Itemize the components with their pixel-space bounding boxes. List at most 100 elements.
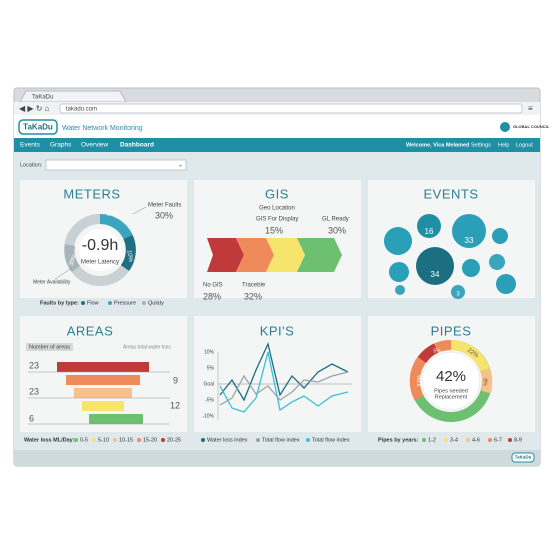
address-bar[interactable] xyxy=(59,103,523,114)
legend-item: 5-10 xyxy=(98,437,109,443)
bubble-count: 34 xyxy=(431,270,440,279)
bubble xyxy=(389,262,409,282)
chevron xyxy=(236,238,274,272)
legend-item: 0-5 xyxy=(80,437,88,443)
callout-value: 15% xyxy=(265,225,283,235)
legend-dot xyxy=(201,438,205,442)
chevron xyxy=(266,238,305,272)
meters-value-label: Meter Latency xyxy=(81,260,119,266)
pyramid-bar xyxy=(89,414,143,424)
bubble-count: 3 xyxy=(456,292,460,298)
nav-link[interactable]: Logout xyxy=(516,142,533,148)
legend-item: 6-7 xyxy=(494,437,502,443)
bubble xyxy=(417,214,441,238)
nav-bar xyxy=(14,138,540,152)
location-select[interactable] xyxy=(45,159,187,171)
menu-icon[interactable]: ≡ xyxy=(528,104,533,113)
legend-item: 3-4 xyxy=(450,437,458,443)
bubble xyxy=(416,247,454,285)
logo[interactable] xyxy=(18,119,58,135)
legend-item: 4-6 xyxy=(472,437,480,443)
bubble-count: 33 xyxy=(465,236,474,245)
label: Number of areas xyxy=(29,344,70,350)
panel-title: AREAS xyxy=(67,323,114,338)
kpi-line xyxy=(219,351,349,413)
panel-title: PIPES xyxy=(431,323,472,338)
panel-title: METERS xyxy=(63,186,120,201)
legend-item: Total flow index xyxy=(312,437,350,443)
donut-center xyxy=(79,229,121,271)
legend-dot xyxy=(108,301,112,305)
pipes-value: 42% xyxy=(436,368,466,385)
legend-dot xyxy=(466,438,470,442)
pyramid-bar xyxy=(74,388,132,398)
y-tick-label: Goal xyxy=(203,381,214,387)
legend-dot xyxy=(113,438,117,442)
nav-buttons[interactable]: ◀ ▶ ↻ ⌂ xyxy=(19,104,50,113)
panel-title: EVENTS xyxy=(423,186,478,201)
area-number: 23 xyxy=(29,386,39,396)
welcome: Welcome, Vica Melamed xyxy=(406,142,469,148)
bubble xyxy=(384,227,412,255)
chevron xyxy=(297,238,342,272)
panel-subtitle: Geo Location xyxy=(259,206,295,212)
legend-dot xyxy=(142,301,146,305)
pipes-value-label: Replacement xyxy=(435,394,468,400)
legend-dot xyxy=(306,438,310,442)
pyramid-bar xyxy=(57,362,149,372)
nav-link[interactable]: Settings xyxy=(471,142,491,148)
app-title: Water Network Monitoring xyxy=(62,125,143,132)
legend-dot xyxy=(488,438,492,442)
label-box xyxy=(26,343,73,351)
bubble xyxy=(496,274,516,294)
select-arrow: ⌄ xyxy=(178,163,183,169)
footer-logo[interactable] xyxy=(511,452,535,463)
pyramid-bar xyxy=(82,401,124,411)
pipes-value-label: Pipes needed xyxy=(434,388,468,394)
legend-dot xyxy=(92,438,96,442)
callout-line xyxy=(54,267,73,280)
legend-item: Water loss index xyxy=(207,437,248,443)
seg-label: 30% xyxy=(69,253,79,267)
seg-label: 33% xyxy=(418,374,424,387)
nav-item[interactable]: Events xyxy=(20,142,41,149)
legend-dot xyxy=(508,438,512,442)
app-header xyxy=(14,115,540,138)
legend-title: Water loss ML/Day: xyxy=(24,437,75,443)
callout-label: Meter Faults xyxy=(148,203,181,209)
legend-item: 15-20 xyxy=(143,437,157,443)
callout-value: 28% xyxy=(203,291,221,301)
partner-icon xyxy=(500,122,510,132)
panel-title: GIS xyxy=(265,186,289,201)
nav-item[interactable]: Overview xyxy=(81,142,108,149)
legend-dot xyxy=(81,301,85,305)
seg-label: 20% xyxy=(107,212,120,218)
legend-dot xyxy=(74,438,78,442)
legend-dot xyxy=(256,438,260,442)
pyramid-bar xyxy=(66,375,140,385)
donut-segment xyxy=(64,244,81,273)
logo-text: TaKaDu xyxy=(23,123,53,132)
nav-item-active[interactable]: Dashboard xyxy=(120,142,154,149)
area-number: 9 xyxy=(173,375,178,385)
panel xyxy=(194,316,361,432)
callout-line xyxy=(132,206,147,215)
callout-label: GIS For Display xyxy=(256,217,298,223)
nav-link[interactable]: Help xyxy=(498,142,509,148)
callout-value: 30% xyxy=(328,225,346,235)
y-tick-label: -5% xyxy=(205,397,214,403)
nav-item[interactable]: Graphs xyxy=(50,142,72,149)
legend-title: Pipes by years: xyxy=(378,437,419,443)
legend-dot xyxy=(161,438,165,442)
area-number: 6 xyxy=(29,413,34,423)
callout-value: 32% xyxy=(244,291,262,301)
legend-dot xyxy=(444,438,448,442)
y-tick-label: 5% xyxy=(207,365,215,371)
y-tick-label: -10% xyxy=(202,413,214,419)
label: Areas total water loss xyxy=(123,344,171,350)
area-number: 23 xyxy=(29,360,39,370)
bubble xyxy=(395,285,405,295)
legend-item: Pressure xyxy=(114,300,136,306)
callout-value: 30% xyxy=(155,210,173,220)
